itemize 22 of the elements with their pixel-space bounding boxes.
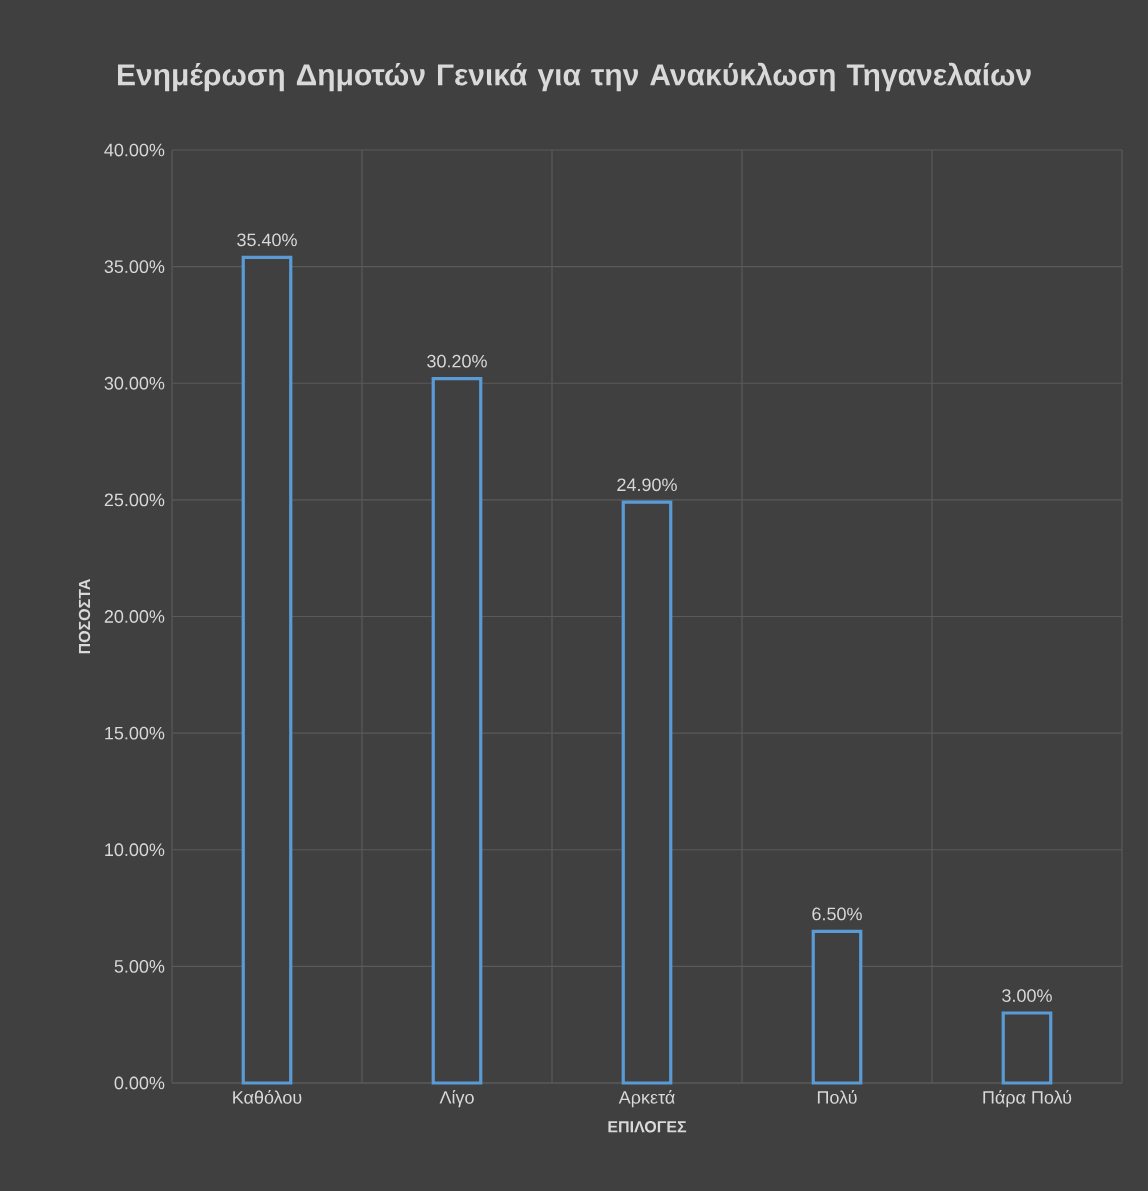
y-tick-label: 10.00%: [105, 843, 165, 857]
y-tick-label: 30.00%: [104, 376, 165, 390]
data-label: 6.50%: [812, 907, 862, 921]
data-label: 24.90%: [617, 478, 677, 492]
x-tick-label: Αρκετά: [618, 1090, 675, 1108]
data-label: 35.40%: [237, 233, 297, 247]
data-label: 30.20%: [427, 354, 487, 368]
y-tick-label: 35.00%: [104, 260, 165, 274]
x-tick-label: Πάρα Πολύ: [983, 1090, 1072, 1108]
y-tick-label: 40.00%: [104, 143, 165, 157]
chart-title: Ενημέρωση Δημοτών Γενικά για την Ανακύκλωση Τηγανελαίων: [118, 62, 1031, 92]
x-tick-label: Καθόλου: [233, 1090, 302, 1104]
data-label: 3.00%: [1002, 989, 1052, 1002]
y-tick-label: 25.00%: [104, 493, 165, 507]
y-axis-title: ΠΟΣΟΣΤΑ: [78, 579, 91, 654]
y-tick-label: 0.00%: [114, 1076, 165, 1090]
x-tick-label: Πολύ: [817, 1090, 857, 1104]
y-tick-label: 5.00%: [114, 959, 165, 973]
x-tick-label: Λίγο: [439, 1090, 474, 1108]
y-tick-label: 15.00%: [105, 726, 165, 740]
y-tick-label: 20.00%: [104, 610, 165, 623]
x-axis-title: ΕΠΙΛΟΓΕΣ: [608, 1121, 687, 1133]
